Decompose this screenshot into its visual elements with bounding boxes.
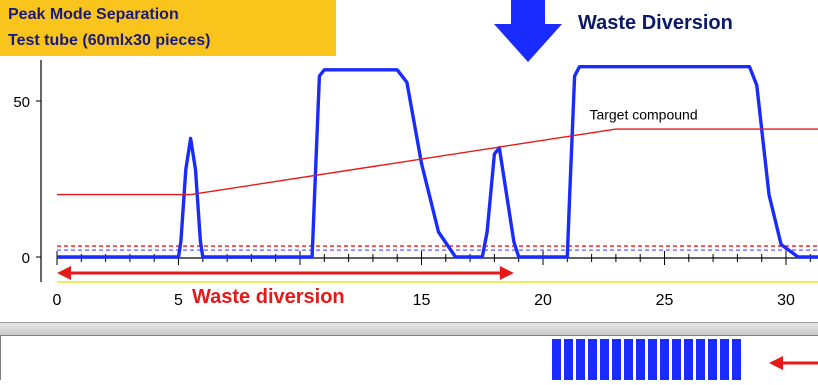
target-compound-label: Target compound (589, 107, 697, 123)
waste-diversion-callout: Waste Diversion (578, 12, 733, 34)
fraction-tube (720, 339, 729, 380)
x-tick-label: 5 (174, 292, 183, 309)
fraction-tube (684, 339, 693, 380)
x-tick-label: 25 (656, 292, 674, 309)
fraction-tube (564, 339, 573, 380)
fraction-tube (660, 339, 669, 380)
x-tick-label: 20 (534, 292, 552, 309)
left-arrow-icon (769, 356, 783, 370)
fraction-tube (732, 339, 741, 380)
waste-diversion-label: Waste diversion (192, 286, 345, 308)
right-arrowhead-icon (499, 266, 514, 280)
y-tick-label: 50 (13, 94, 30, 111)
fraction-tube (600, 339, 609, 380)
title-line-1: Peak Mode Separation (8, 6, 179, 23)
uv-trace (57, 65, 818, 259)
fraction-tube (624, 339, 633, 380)
y-tick-label: 0 (22, 250, 30, 267)
fraction-tube (588, 339, 597, 380)
fraction-tube (612, 339, 621, 380)
fraction-tube (636, 339, 645, 380)
fraction-tube (672, 339, 681, 380)
fraction-tube (648, 339, 657, 380)
title-line-2: Test tube (60mlx30 pieces) (8, 32, 211, 49)
x-tick-label: 0 (53, 292, 62, 309)
fraction-tube (708, 339, 717, 380)
title-banner: Peak Mode Separation Test tube (60mlx30 … (0, 0, 336, 56)
x-tick-label: 15 (413, 292, 431, 309)
fraction-tube (552, 339, 561, 380)
gradient-line (57, 128, 818, 196)
fraction-tube-panel (0, 335, 818, 380)
down-arrow-icon (494, 0, 562, 62)
splitter-bar[interactable] (0, 322, 818, 336)
fraction-tubes (552, 339, 818, 380)
chromatogram-chart: 0 50 0 5 15 20 25 30 Target compound Waste divers… (13, 60, 818, 309)
left-arrowhead-icon (57, 266, 71, 280)
fraction-tube (696, 339, 705, 380)
fraction-tube (576, 339, 585, 380)
x-tick-label: 30 (777, 292, 795, 309)
